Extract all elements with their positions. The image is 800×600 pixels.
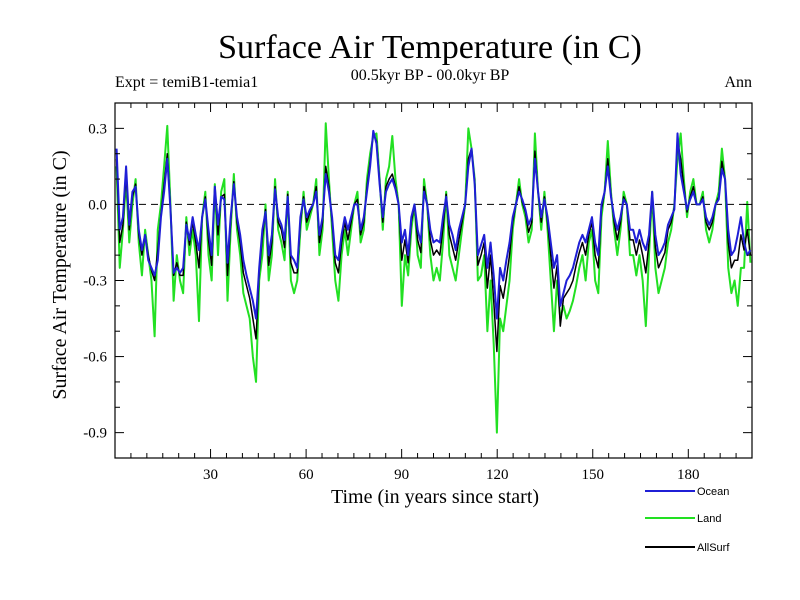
- x-tick-label: 180: [677, 467, 700, 483]
- x-tick-label: 150: [582, 467, 605, 483]
- x-tick-label: 30: [203, 467, 218, 483]
- chart-title: Surface Air Temperature (in C): [218, 29, 642, 66]
- x-axis-label: Time (in years since start): [331, 486, 539, 508]
- legend: Ocean Land AllSurf: [645, 486, 730, 554]
- legend-label-ocean: Ocean: [697, 486, 729, 498]
- series-line-allsurf: [115, 132, 752, 353]
- series-line-ocean: [115, 129, 752, 320]
- season-label: Ann: [724, 74, 752, 91]
- chart-subtitle: 00.5kyr BP - 00.0kyr BP: [351, 67, 510, 84]
- legend-label-land: Land: [697, 513, 721, 525]
- plot-area: 30 60 90 120 150 180 0.3 0.0 -0.3 -0.6 -0.9: [83, 102, 753, 483]
- y-tick-label: 0.3: [88, 121, 107, 137]
- y-tick-label: -0.9: [83, 426, 107, 442]
- series-line-land: [115, 122, 752, 434]
- x-tick-label: 60: [299, 467, 314, 483]
- x-tick-label: 90: [394, 467, 409, 483]
- y-tick-label: 0.0: [88, 197, 107, 213]
- y-tick-label: -0.6: [83, 350, 107, 366]
- experiment-label: Expt = temiB1-temia1: [115, 74, 258, 91]
- y-tick-label: -0.3: [83, 274, 107, 290]
- y-axis-label: Surface Air Temperature (in C): [49, 150, 71, 399]
- legend-label-allsurf: AllSurf: [697, 542, 730, 554]
- x-tick-label: 120: [486, 467, 509, 483]
